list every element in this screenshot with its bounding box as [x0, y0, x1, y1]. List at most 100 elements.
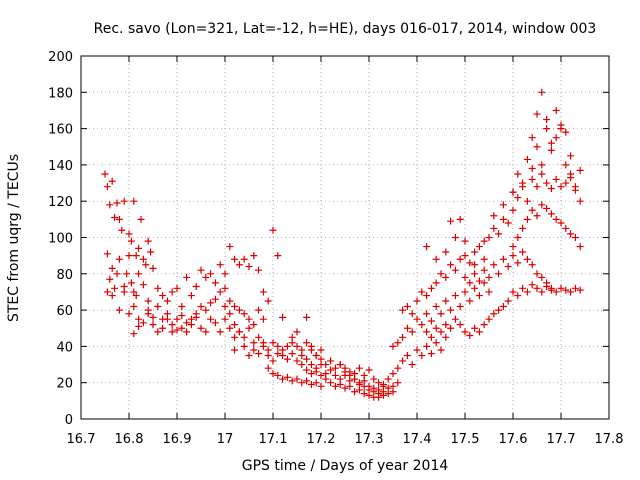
- data-point: [168, 321, 176, 329]
- data-point: [139, 281, 147, 289]
- data-point: [139, 255, 147, 263]
- data-point: [423, 310, 431, 318]
- data-point: [123, 270, 131, 278]
- data-point: [144, 237, 152, 245]
- data-point: [447, 217, 455, 225]
- data-point: [111, 284, 119, 292]
- data-point: [418, 321, 426, 329]
- data-point: [173, 315, 181, 323]
- data-point: [442, 273, 450, 281]
- data-point: [432, 302, 440, 310]
- data-point: [211, 319, 219, 327]
- data-point: [288, 339, 296, 347]
- y-tick-label: 100: [48, 232, 73, 247]
- data-point: [207, 270, 215, 278]
- data-point: [144, 310, 152, 318]
- x-tick-label: 17.7: [547, 432, 576, 447]
- data-point: [173, 326, 181, 334]
- data-point: [192, 310, 200, 318]
- data-point: [240, 342, 248, 350]
- data-point: [480, 321, 488, 329]
- data-point: [533, 284, 541, 292]
- data-point: [135, 270, 143, 278]
- data-point: [331, 371, 339, 379]
- y-tick-label: 180: [48, 86, 73, 101]
- data-point: [514, 259, 522, 267]
- data-point: [543, 279, 551, 287]
- data-point: [336, 375, 344, 383]
- data-point: [495, 306, 503, 314]
- data-point: [115, 215, 123, 223]
- data-point: [283, 355, 291, 363]
- data-point: [312, 351, 320, 359]
- data-point: [514, 170, 522, 178]
- data-point: [451, 315, 459, 323]
- data-point: [562, 128, 570, 136]
- y-tick-label: 120: [48, 195, 73, 210]
- data-point: [259, 315, 267, 323]
- data-point: [495, 230, 503, 238]
- data-point: [103, 288, 111, 296]
- data-point: [528, 281, 536, 289]
- data-point: [108, 177, 116, 185]
- data-point: [135, 244, 143, 252]
- data-point: [192, 283, 200, 291]
- data-point: [571, 186, 579, 194]
- data-point: [221, 302, 229, 310]
- data-point: [423, 342, 431, 350]
- data-point: [485, 288, 493, 296]
- data-point: [259, 288, 267, 296]
- x-tick-label: 17.3: [355, 432, 384, 447]
- data-point: [547, 139, 555, 147]
- data-point: [370, 375, 378, 383]
- data-point: [480, 266, 488, 274]
- data-point: [533, 110, 541, 118]
- data-point: [490, 261, 498, 269]
- data-point: [250, 321, 258, 329]
- data-point: [509, 288, 517, 296]
- data-point: [423, 292, 431, 300]
- data-point: [571, 234, 579, 241]
- data-point: [113, 199, 121, 207]
- data-point: [231, 346, 239, 354]
- data-point: [221, 270, 229, 278]
- data-point: [303, 377, 311, 385]
- data-point: [226, 243, 234, 251]
- data-point: [202, 328, 210, 336]
- data-point: [120, 288, 128, 296]
- data-point: [130, 288, 138, 296]
- data-point: [466, 279, 474, 287]
- data-point: [317, 371, 325, 379]
- data-point: [451, 266, 459, 274]
- data-point: [303, 355, 311, 363]
- data-point: [255, 333, 263, 341]
- data-point: [226, 297, 234, 305]
- data-point: [178, 324, 186, 332]
- data-point: [139, 319, 147, 327]
- data-point: [480, 255, 488, 263]
- data-point: [322, 370, 330, 378]
- data-point: [576, 243, 584, 251]
- data-point: [576, 286, 584, 294]
- data-point: [235, 261, 243, 269]
- data-point: [159, 324, 167, 332]
- data-point: [336, 361, 344, 369]
- data-point: [504, 263, 512, 271]
- data-point: [379, 391, 387, 399]
- data-point: [567, 288, 575, 296]
- data-point: [389, 370, 397, 378]
- x-axis-label: GPS time / Days of year 2014: [242, 458, 449, 474]
- data-point: [183, 319, 191, 327]
- data-point: [490, 212, 498, 220]
- data-point: [504, 219, 512, 227]
- data-point: [351, 388, 359, 396]
- data-point: [216, 261, 224, 269]
- data-point: [159, 315, 167, 323]
- data-point: [523, 215, 531, 223]
- data-point: [216, 328, 224, 336]
- data-point: [403, 302, 411, 310]
- data-point: [303, 366, 311, 374]
- data-point: [178, 302, 186, 310]
- data-point: [115, 255, 123, 263]
